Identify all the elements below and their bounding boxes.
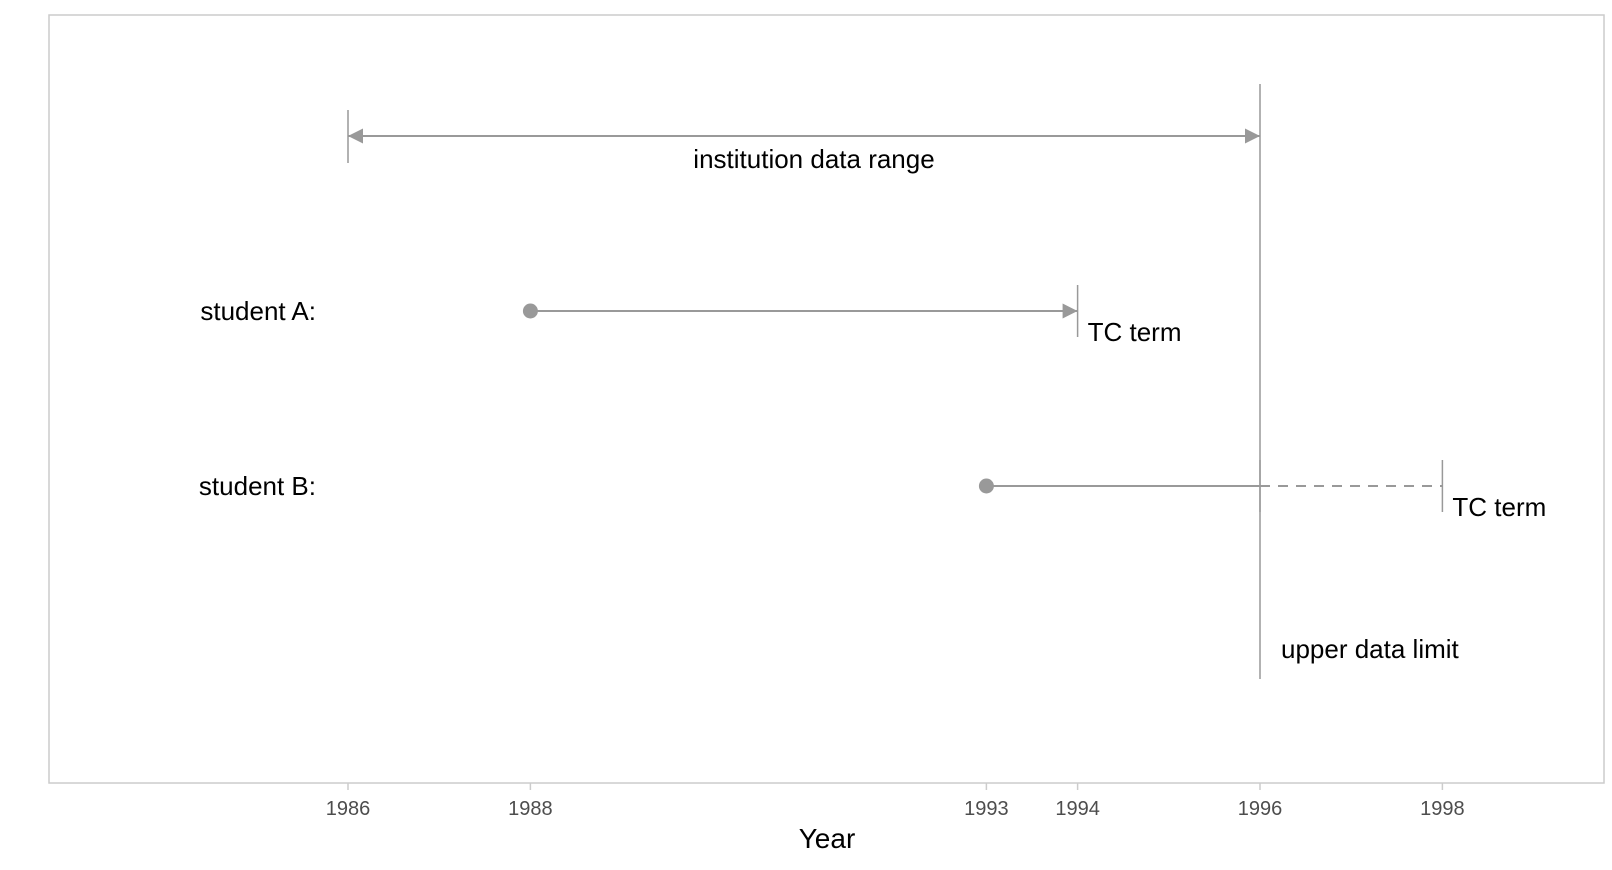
x-tick-label-1993: 1993 — [964, 798, 1009, 820]
x-tick-label-1988: 1988 — [508, 798, 553, 820]
chart-marks: institution data range upper data limit st… — [199, 84, 1546, 679]
student-a-end-label: TC term — [1088, 317, 1182, 347]
plot-panel-border — [48, 14, 1605, 784]
student-a-start-point — [522, 303, 538, 319]
student-b-start-point — [978, 478, 994, 494]
x-tick-label-1998: 1998 — [1420, 798, 1465, 820]
x-axis-title: Year — [799, 823, 856, 854]
x-tick-label-1996: 1996 — [1238, 798, 1283, 820]
x-axis-ticks: 1986 1988 1993 1994 1996 1998 — [326, 783, 1465, 820]
student-b-end-label: TC term — [1452, 492, 1546, 522]
student-b-label: student B: — [199, 471, 316, 501]
upper-data-limit-label: upper data limit — [1281, 634, 1460, 664]
institution-range-label: institution data range — [693, 144, 934, 174]
x-tick-label-1986: 1986 — [326, 798, 371, 820]
student-a-label: student A: — [200, 296, 316, 326]
x-tick-label-1994: 1994 — [1055, 798, 1100, 820]
